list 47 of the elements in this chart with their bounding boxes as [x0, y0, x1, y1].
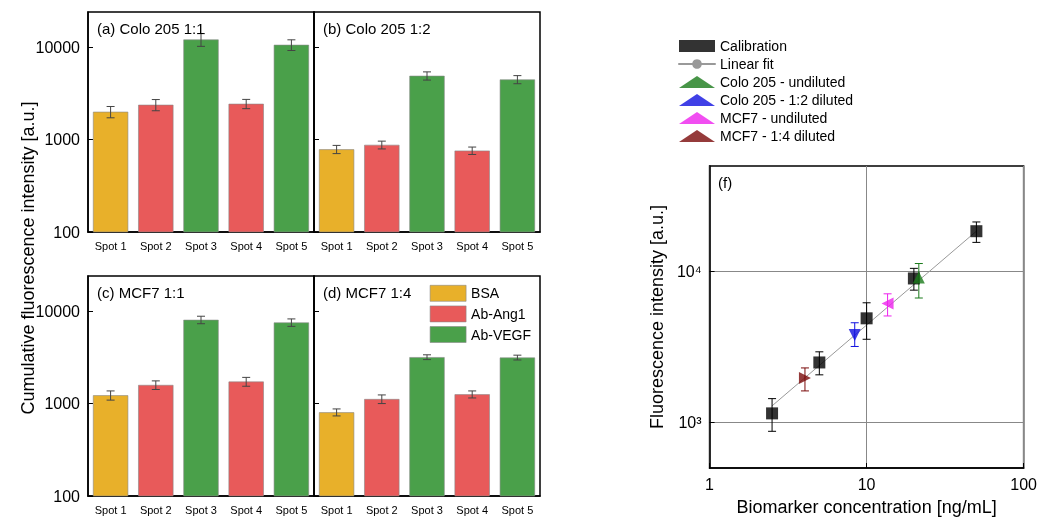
x-tick-label: 1 [705, 475, 715, 493]
x-tick-label: Spot 5 [275, 239, 308, 252]
legend-label: MCF7 - undiluted [720, 110, 828, 126]
legend-label: MCF7 - 1:4 diluted [720, 128, 836, 144]
text: (c) MCF7 1:1 [97, 284, 185, 301]
x-tick-label: Spot 2 [365, 503, 398, 516]
y-tick-label: 10000 [35, 302, 81, 320]
x-tick-label: Spot 2 [139, 239, 172, 252]
y-tick-label: 10³ [678, 414, 703, 432]
x-tick-label: Spot 4 [456, 239, 489, 252]
x-tick-label: Spot 5 [501, 503, 534, 516]
legend-label: BSA [471, 285, 500, 302]
text: (d) MCF7 1:4 [323, 284, 412, 301]
x-tick-label: Spot 5 [501, 239, 534, 252]
legend-label: Colo 205 - 1:2 diluted [720, 92, 854, 108]
x-tick-label: Spot 5 [275, 503, 308, 516]
x-tick-label: Spot 3 [411, 239, 443, 252]
y-tick-label: 100 [53, 487, 81, 505]
legend-label: Colo 205 - undiluted [720, 74, 846, 90]
x-tick-label: Spot 4 [230, 239, 263, 252]
y-axis-title: Fluorescence intensity [a.u.] [647, 204, 667, 430]
x-tick-label: Spot 1 [320, 239, 353, 252]
text: (b) Colo 205 1:2 [323, 20, 431, 37]
x-tick-label: 100 [1010, 475, 1038, 493]
x-tick-label: Spot 4 [230, 503, 263, 516]
x-tick-label: Spot 3 [185, 503, 217, 516]
y-tick-label: 100 [53, 223, 81, 241]
x-tick-label: Spot 3 [185, 239, 217, 252]
legend-label: Calibration [720, 38, 787, 54]
x-tick-label: Spot 3 [411, 503, 443, 516]
x-tick-label: Spot 1 [94, 503, 127, 516]
x-tick-label: Spot 1 [94, 239, 127, 252]
text: (a) Colo 205 1:1 [97, 20, 205, 37]
x-tick-label: Spot 4 [456, 503, 489, 516]
legend-label: Ab-VEGF [471, 326, 531, 343]
x-tick-label: Spot 2 [365, 239, 398, 252]
y-tick-label: 10000 [35, 38, 81, 56]
x-tick-label: Spot 2 [139, 503, 172, 516]
x-tick-label: Spot 1 [320, 503, 353, 516]
y-tick-label: 1000 [44, 131, 81, 149]
x-tick-label: 10 [857, 475, 876, 493]
x-axis-title: Biomarker concentration [ng/mL] [736, 497, 997, 517]
legend-label: Ab-Ang1 [471, 305, 526, 322]
text: (f) [718, 174, 733, 191]
y-tick-label: 1000 [44, 395, 81, 413]
y-tick-label: 10⁴ [676, 263, 702, 281]
legend-label: Linear fit [720, 56, 774, 72]
